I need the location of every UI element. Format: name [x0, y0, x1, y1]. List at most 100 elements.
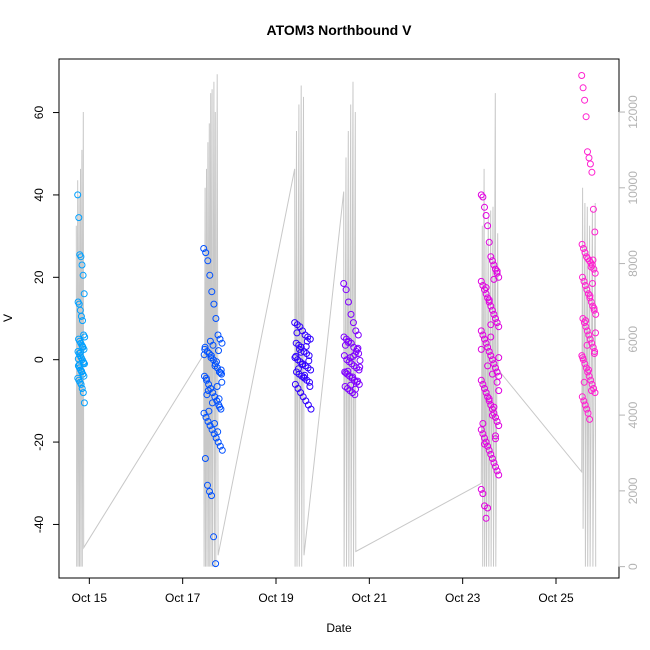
data-point [78, 385, 86, 392]
data-point [215, 368, 223, 376]
data-point [583, 327, 591, 335]
data-point [484, 222, 492, 230]
data-point [302, 343, 310, 350]
data-point [213, 383, 221, 390]
data-point [306, 383, 314, 390]
data-point [490, 310, 498, 318]
data-point [585, 154, 593, 162]
data-point [485, 298, 493, 306]
data-point [579, 273, 586, 281]
data-point [488, 370, 496, 378]
data-point [581, 96, 589, 104]
y2-tick-label: 0 [626, 563, 640, 570]
data-point [81, 333, 89, 341]
data-point [484, 294, 492, 302]
data-point [477, 327, 485, 335]
data-point [205, 407, 213, 415]
data-point [307, 405, 315, 413]
data-point [80, 290, 88, 298]
data-point [79, 271, 87, 279]
data-point [583, 405, 591, 413]
data-point [303, 337, 311, 345]
data-point [354, 331, 362, 339]
count-series-line [75, 74, 597, 567]
data-point [81, 360, 88, 368]
data-point [583, 286, 591, 294]
data-point [589, 280, 596, 287]
data-point [201, 372, 208, 380]
data-point [216, 442, 224, 450]
data-point [351, 351, 359, 359]
data-point [492, 265, 499, 273]
data-point [202, 249, 210, 257]
data-point [485, 296, 493, 304]
data-point [586, 415, 594, 423]
data-point [210, 300, 218, 308]
data-point [590, 350, 598, 357]
data-point [206, 271, 214, 279]
data-point [305, 357, 313, 365]
data-point [481, 335, 488, 343]
data-point [294, 365, 302, 373]
data-point [492, 315, 499, 322]
data-point [356, 363, 364, 371]
data-point [582, 317, 590, 325]
data-point [207, 354, 215, 362]
data-point [591, 228, 599, 236]
data-point [493, 378, 501, 386]
data-point [77, 380, 85, 388]
data-point [355, 350, 363, 357]
data-point [218, 378, 226, 386]
data-point [78, 261, 86, 269]
data-point [493, 269, 501, 277]
data-point [583, 341, 591, 349]
data-point [203, 391, 211, 399]
data-point [210, 533, 218, 541]
y2-tick-label: 12000 [626, 95, 640, 129]
data-point [581, 249, 589, 257]
data-point [580, 277, 588, 285]
data-point [578, 240, 586, 248]
data-point [592, 310, 600, 318]
plot-frame [58, 58, 620, 579]
data-point [200, 245, 208, 252]
data-point [205, 350, 213, 357]
data-point [581, 360, 589, 368]
data-point [206, 488, 213, 495]
data-point [578, 72, 586, 79]
data-point [484, 393, 492, 401]
data-point [488, 455, 496, 462]
data-point [587, 263, 595, 271]
data-point [481, 203, 488, 211]
data-point [477, 426, 485, 434]
data-point [592, 329, 599, 337]
y-tick-label: 0 [32, 356, 46, 363]
data-point [580, 245, 587, 252]
data-point [214, 428, 222, 436]
y2-tick-label: 2000 [626, 477, 640, 504]
data-point [78, 367, 86, 375]
data-point [484, 362, 492, 370]
data-point [206, 422, 214, 430]
x-tick-label: Oct 21 [352, 591, 388, 605]
data-point [349, 373, 357, 381]
data-point [585, 331, 593, 339]
data-point [307, 366, 315, 374]
data-point [201, 455, 209, 462]
data-point [347, 310, 355, 318]
data-point [492, 463, 499, 471]
y-tick-label: 40 [32, 188, 46, 202]
data-point [477, 376, 485, 384]
data-point [79, 343, 87, 350]
data-point [213, 397, 221, 405]
data-point [342, 286, 350, 294]
data-point [349, 352, 357, 360]
data-point [477, 277, 485, 285]
y2-tick-label: 6000 [626, 326, 640, 353]
data-point [77, 312, 85, 320]
data-point [492, 432, 499, 440]
data-point [202, 374, 210, 382]
data-point [305, 352, 313, 360]
data-point [490, 275, 498, 283]
data-point [306, 378, 313, 386]
